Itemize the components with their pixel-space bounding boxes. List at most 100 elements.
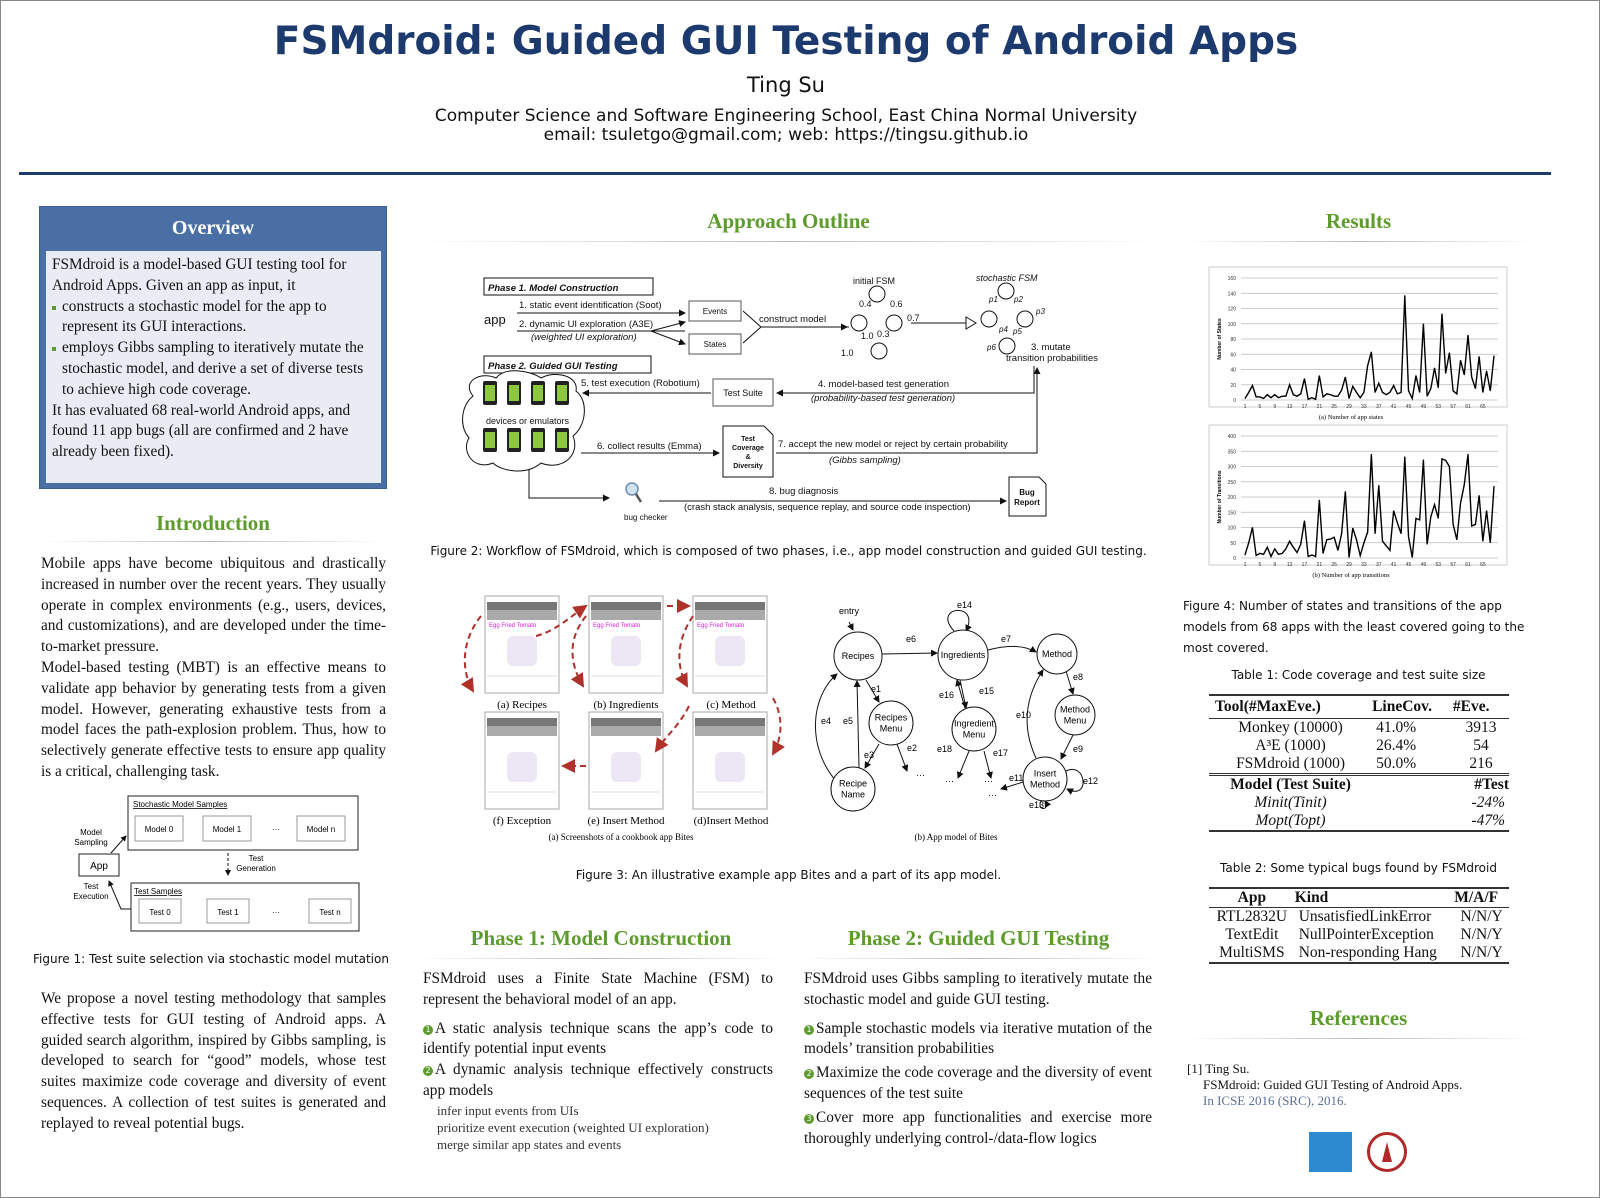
table-row: Mopt(Topt) -47% <box>1209 812 1509 831</box>
x-tick-label: 41 <box>1391 404 1397 410</box>
data-point <box>1304 378 1305 380</box>
arrow <box>110 835 127 854</box>
x-tick-label: 33 <box>1361 404 1367 410</box>
data-point <box>1437 517 1439 519</box>
section-divider <box>39 541 387 542</box>
y-tick-label: 300 <box>1228 465 1237 471</box>
edge-label: e3 <box>864 750 874 760</box>
y-tick-label: 60 <box>1230 352 1236 358</box>
data-point <box>1385 545 1387 547</box>
data-point <box>1486 370 1487 372</box>
data-point <box>1434 367 1435 369</box>
table-row: MultiSMS Non-responding Hang N/N/Y <box>1209 944 1509 963</box>
table-cell <box>1372 812 1453 831</box>
data-point <box>1374 533 1376 534</box>
table-cell: Monkey (10000) <box>1238 719 1343 736</box>
data-point <box>1285 395 1287 397</box>
step6-label: 6. collect results (Emma) <box>597 441 702 452</box>
data-point <box>1478 495 1480 496</box>
data-point <box>1300 393 1302 395</box>
phase1-label-box <box>483 277 654 296</box>
svg-text:Menu: Menu <box>1064 716 1087 726</box>
data-point <box>1326 539 1328 541</box>
overview-bullet: employs Gibbs sampling to iteratively mu… <box>52 338 375 400</box>
svg-text:Ingredient: Ingredient <box>954 719 995 729</box>
section-divider <box>796 958 1161 959</box>
y-tick-label: 20 <box>1230 383 1236 389</box>
model-box <box>296 815 346 842</box>
data-point <box>1292 546 1294 548</box>
table-row: A³E (1000) 26.4% 54 <box>1209 737 1509 755</box>
svg-text:Egg Fried Tomato: Egg Fried Tomato <box>489 623 537 629</box>
data-point <box>1445 372 1447 374</box>
device-icons <box>483 381 569 452</box>
initial-fsm-states <box>850 285 903 360</box>
introduction-body: Mobile apps have become ubiquitous and d… <box>41 554 386 783</box>
state-node: Ingredients <box>937 629 989 681</box>
table-header-row: App Kind M/A/F <box>1209 888 1509 908</box>
x-tick-label: 49 <box>1421 404 1427 410</box>
data-point <box>1348 398 1350 399</box>
table-cell: N/N/Y <box>1460 908 1503 925</box>
edge-label: e14 <box>957 600 972 610</box>
data-point <box>1337 395 1339 397</box>
ellipsis: ··· <box>945 776 954 786</box>
data-series-line <box>1244 295 1495 401</box>
x-tick-label: 5 <box>1258 562 1261 568</box>
data-point <box>1404 456 1406 458</box>
table2: App Kind M/A/F RTL2832U UnsatisfiedLinkErro… <box>1209 887 1509 965</box>
coverage-label: Test Coverage & Diversity <box>732 436 764 470</box>
data-point <box>1278 397 1279 399</box>
model-label: Model 0 <box>145 825 174 834</box>
x-tick-label: 49 <box>1421 562 1427 568</box>
data-point <box>1300 543 1302 545</box>
edge-label: e1 <box>871 684 881 694</box>
data-point <box>1318 375 1320 376</box>
app-box <box>78 853 120 877</box>
ellipsis: ··· <box>984 776 993 786</box>
x-tick-label: 37 <box>1376 562 1382 568</box>
table-header-row: Model (Test Suite) #Test <box>1209 774 1509 795</box>
overview-closing: It has evaluated 68 real-world Android a… <box>52 401 351 461</box>
section-divider <box>416 958 786 959</box>
app-model-caption: (b) App model of Bites <box>915 832 998 842</box>
app-screenshot <box>692 711 768 810</box>
data-point <box>1467 334 1469 336</box>
x-tick-label: 17 <box>1302 404 1308 410</box>
data-point <box>1270 556 1272 557</box>
svg-text:1.0: 1.0 <box>861 331 874 341</box>
svg-text:Egg Fried Tomato: Egg Fried Tomato <box>697 623 745 629</box>
x-tick-label: 41 <box>1391 562 1397 568</box>
data-point <box>1441 313 1443 315</box>
edge-label: e2 <box>907 743 917 753</box>
table-cell: Minit(Tinit) <box>1254 794 1327 811</box>
svg-text:0.3: 0.3 <box>877 329 890 339</box>
table-row: FSMdroid (1000) 50.0% 216 <box>1209 755 1509 775</box>
data-point <box>1489 390 1491 392</box>
app-label: App <box>90 861 108 872</box>
data-point <box>1337 549 1339 551</box>
data-point <box>1296 552 1298 553</box>
x-tick-label: 29 <box>1346 404 1352 410</box>
svg-text:Recipe: Recipe <box>839 779 867 789</box>
table-cell: -24% <box>1471 794 1505 811</box>
data-point <box>1378 485 1380 486</box>
table1: Tool(#MaxEve.) LineCov. #Eve. Monkey (1000… <box>1209 694 1509 833</box>
x-tick-label: 13 <box>1287 404 1293 410</box>
table-cell: 216 <box>1469 755 1493 772</box>
android-device-icon <box>555 428 569 452</box>
step5-label: 5. test execution (Robotium) <box>581 378 700 389</box>
ellipsis: ··· <box>272 908 280 917</box>
reference-title: FSMdroid: Guided GUI Testing of Android … <box>1203 1077 1463 1092</box>
y-axis-label: Number of Transitions <box>1217 470 1223 523</box>
number-bullet-icon: 1 <box>804 1024 814 1035</box>
svg-text:Recipes: Recipes <box>875 713 908 723</box>
coverage-document <box>722 425 774 478</box>
data-point <box>1393 510 1395 512</box>
data-point <box>1259 396 1261 398</box>
table-cell: A³E (1000) <box>1255 737 1326 754</box>
